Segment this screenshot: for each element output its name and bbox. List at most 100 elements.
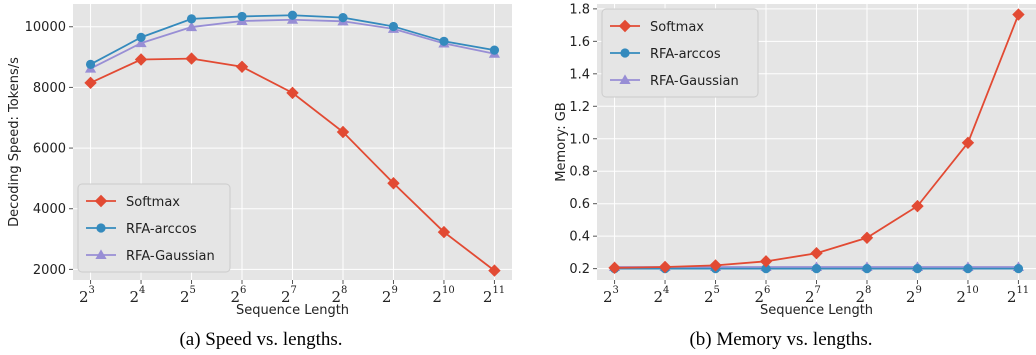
data-point [810, 247, 823, 260]
x-tick-exponent: 9 [915, 285, 921, 296]
data-point [1013, 264, 1024, 274]
x-tick-base: 2 [653, 288, 663, 306]
y-tick-label: 1.8 [569, 2, 590, 17]
legend-label: RFA-arccos [126, 222, 197, 237]
figure-caption: (b) Memory vs. lengths. [689, 329, 872, 350]
data-point [489, 45, 500, 55]
x-tick-base: 2 [1007, 288, 1017, 306]
x-tick-exponent: 3 [89, 285, 95, 296]
x-tick-exponent: 7 [815, 285, 821, 296]
data-point [336, 125, 350, 139]
data-point [862, 264, 872, 274]
x-tick-base: 2 [704, 288, 714, 306]
x-tick-exponent: 8 [341, 285, 347, 296]
data-point [185, 52, 198, 65]
x-tick-base: 2 [805, 288, 815, 306]
data-point [608, 261, 621, 275]
x-tick-base: 2 [331, 288, 341, 306]
x-tick-exponent: 5 [714, 285, 720, 296]
x-tick-base: 2 [754, 288, 764, 306]
legend-label: RFA-Gaussian [126, 249, 215, 264]
data-point [237, 11, 247, 22]
y-tick-label: 1.2 [569, 100, 590, 115]
legend-label: RFA-Gaussian [650, 74, 739, 89]
y-axis-label: Memory: GB [554, 102, 569, 181]
x-tick-exponent: 4 [663, 285, 669, 296]
legend-marker [618, 19, 632, 33]
data-point [286, 86, 299, 100]
x-tick-exponent: 10 [966, 285, 979, 296]
data-point [912, 264, 923, 274]
y-tick-label: 1.6 [569, 35, 590, 50]
x-tick-exponent: 10 [442, 285, 455, 296]
x-tick-exponent: 6 [764, 285, 770, 296]
x-tick-base: 2 [483, 288, 493, 306]
data-point [185, 21, 198, 32]
x-tick-exponent: 4 [139, 285, 145, 296]
data-point [134, 53, 148, 66]
x-tick-exponent: 9 [391, 285, 397, 296]
data-point [235, 60, 249, 73]
y-tick-label: 1.4 [569, 67, 590, 82]
chart-memory: 0.20.40.60.81.01.21.41.61.82 3 2 4 2 5 2 6 2 7 2 8 2… [554, 2, 1036, 350]
y-tick-label: 0.6 [569, 197, 590, 212]
data-point [759, 255, 773, 268]
data-point [135, 37, 147, 48]
data-point [186, 14, 197, 24]
data-point [287, 10, 298, 20]
x-tick-exponent: 5 [190, 285, 196, 296]
x-tick-base: 2 [906, 288, 916, 306]
data-point [1012, 8, 1025, 21]
x-tick-exponent: 11 [1016, 285, 1029, 296]
data-point [338, 13, 348, 23]
legend-frame [77, 183, 231, 273]
legend-marker [95, 249, 107, 260]
x-tick-base: 2 [855, 288, 865, 306]
x-tick-base: 2 [382, 288, 392, 306]
data-point [811, 264, 822, 274]
y-tick-label: 8000 [33, 81, 66, 96]
x-axis-label: Sequence Length [236, 303, 349, 318]
x-tick-base: 2 [79, 288, 89, 306]
x-tick-label: 2 11 [1007, 285, 1029, 306]
legend-label: RFA-arccos [650, 47, 721, 62]
figure-caption: (a) Speed vs. lengths. [179, 329, 342, 350]
x-tick-base: 2 [432, 288, 442, 306]
x-tick-label: 2 10 [432, 285, 454, 306]
data-point [961, 136, 975, 150]
legend-marker [619, 74, 631, 85]
x-tick-label: 2 10 [956, 285, 978, 306]
y-tick-label: 10000 [25, 20, 66, 35]
legend-frame [601, 8, 759, 98]
x-tick-exponent: 6 [240, 285, 246, 296]
data-point [761, 264, 771, 274]
data-point [437, 225, 451, 239]
legend-marker [96, 223, 106, 233]
y-tick-label: 0.4 [569, 230, 590, 245]
legend-marker [94, 194, 108, 208]
x-tick-base: 2 [603, 288, 613, 306]
y-tick-label: 6000 [33, 142, 66, 157]
legend-label: Softmax [650, 20, 704, 35]
data-point [136, 32, 146, 42]
x-tick-base: 2 [180, 288, 190, 306]
x-tick-base: 2 [230, 288, 240, 306]
legend-label: Softmax [126, 195, 180, 210]
x-tick-base: 2 [956, 288, 966, 306]
legend: Softmax RFA-arccos RFA-Gaussian [601, 8, 759, 98]
x-tick-label: 2 11 [483, 285, 505, 306]
legend-marker [620, 48, 630, 58]
